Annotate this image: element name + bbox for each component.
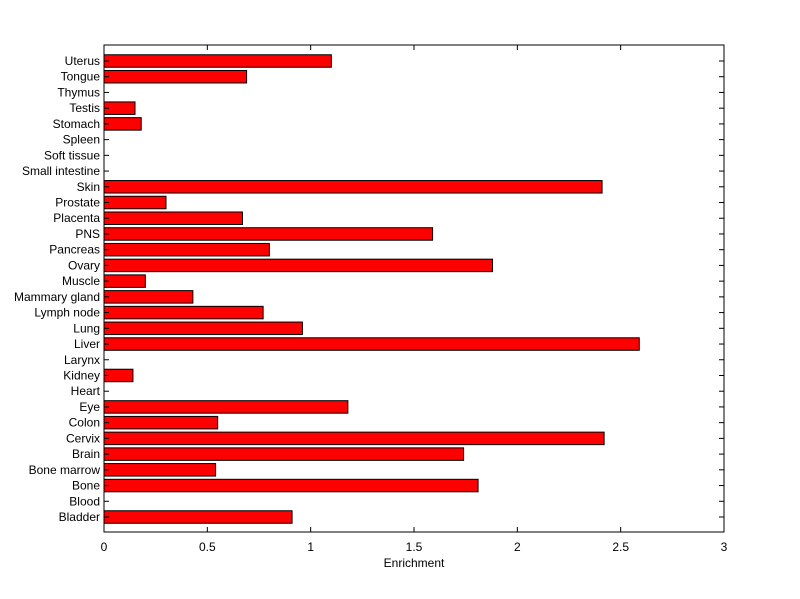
y-tick-label-bone: Bone bbox=[72, 479, 100, 493]
y-tick-label-mammary-gland: Mammary gland bbox=[14, 290, 100, 304]
x-axis-title: Enrichment bbox=[384, 556, 445, 570]
bar-lung bbox=[103, 321, 303, 336]
bar-liver bbox=[103, 337, 640, 351]
x-tick-label-3: 1.5 bbox=[406, 540, 423, 554]
y-tick-label-blood: Blood bbox=[69, 494, 100, 508]
y-tick-label-cervix: Cervix bbox=[66, 431, 100, 445]
bar-ovary bbox=[103, 258, 494, 273]
bar-mammary-gland bbox=[103, 290, 194, 304]
bar-bladder bbox=[103, 510, 293, 524]
y-tick-label-stomach: Stomach bbox=[53, 117, 100, 131]
y-tick-label-spleen: Spleen bbox=[63, 133, 100, 147]
x-tick-label-4: 2 bbox=[514, 540, 521, 554]
bar-muscle bbox=[103, 274, 146, 288]
bar-cervix bbox=[103, 431, 605, 446]
bar-pancreas bbox=[103, 242, 270, 257]
x-ticks-group: 0 0.5 1 1.5 2 2.5 3 bbox=[101, 45, 728, 554]
bar-skin bbox=[103, 180, 603, 194]
y-tick-label-lymph-node: Lymph node bbox=[34, 306, 100, 320]
y-tick-label-small-intestine: Small intestine bbox=[22, 164, 100, 178]
y-tick-label-liver: Liver bbox=[74, 337, 100, 351]
y-tick-label-eye: Eye bbox=[79, 400, 100, 414]
y-tick-label-soft-tissue: Soft tissue bbox=[44, 148, 100, 162]
y-tick-label-ovary: Ovary bbox=[68, 258, 100, 272]
bar-placenta bbox=[103, 211, 243, 225]
y-tick-label-colon: Colon bbox=[69, 416, 100, 430]
bar-eye bbox=[103, 400, 349, 414]
y-tick-label-pancreas: Pancreas bbox=[49, 243, 100, 257]
bar-colon bbox=[103, 415, 219, 430]
bar-uterus bbox=[103, 54, 332, 68]
y-tick-label-thymus: Thymus bbox=[57, 85, 100, 99]
bars-group bbox=[103, 54, 640, 524]
bar-stomach bbox=[103, 117, 142, 131]
y-tick-label-bone-marrow: Bone marrow bbox=[29, 463, 101, 477]
y-tick-label-kidney: Kidney bbox=[63, 368, 100, 382]
x-tick-label-2: 1 bbox=[307, 540, 314, 554]
y-tick-label-larynx: Larynx bbox=[64, 353, 100, 367]
y-tick-label-uterus: Uterus bbox=[65, 54, 100, 68]
y-tick-label-lung: Lung bbox=[73, 321, 100, 335]
bar-brain bbox=[103, 447, 465, 461]
bar-lymph-node bbox=[103, 305, 264, 320]
y-tick-label-skin: Skin bbox=[77, 180, 100, 194]
x-tick-label-6: 3 bbox=[721, 540, 728, 554]
bar-bone-marrow bbox=[103, 463, 217, 477]
y-tick-label-bladder: Bladder bbox=[59, 510, 100, 524]
y-tick-label-heart: Heart bbox=[71, 384, 101, 398]
y-tick-label-tongue: Tongue bbox=[61, 70, 101, 84]
y-tick-label-prostate: Prostate bbox=[55, 196, 100, 210]
bar-prostate bbox=[103, 195, 167, 210]
bar-tongue bbox=[103, 69, 248, 84]
bar-pns bbox=[103, 227, 434, 241]
y-tick-label-pns: PNS bbox=[75, 227, 100, 241]
y-tick-label-muscle: Muscle bbox=[62, 274, 100, 288]
y-tick-label-brain: Brain bbox=[72, 447, 100, 461]
y-tick-label-testis: Testis bbox=[69, 101, 100, 115]
x-tick-label-0: 0 bbox=[101, 540, 108, 554]
y-tick-label-placenta: Placenta bbox=[53, 211, 100, 225]
x-tick-label-5: 2.5 bbox=[612, 540, 629, 554]
bar-bone bbox=[103, 478, 479, 493]
x-tick-label-1: 0.5 bbox=[199, 540, 216, 554]
